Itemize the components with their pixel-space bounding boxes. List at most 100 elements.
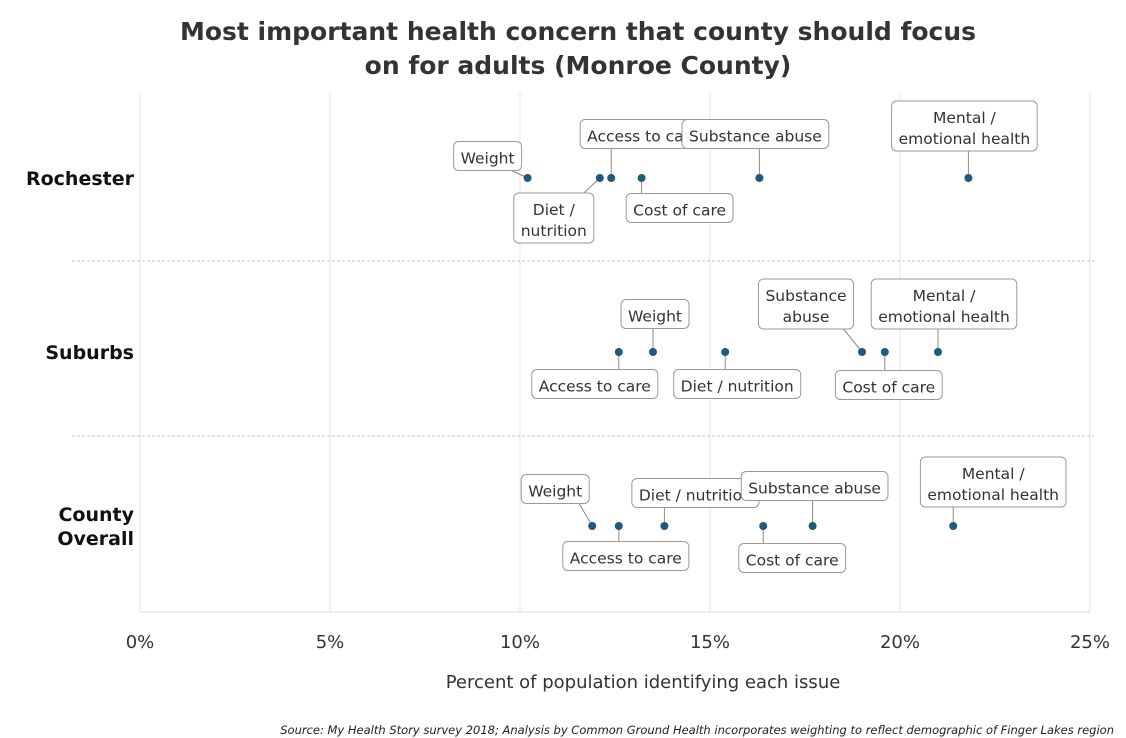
callout-box xyxy=(520,474,590,504)
callout: Weight xyxy=(453,141,523,171)
data-point xyxy=(949,522,958,530)
callout-box xyxy=(681,119,830,149)
callout-label: Mental / xyxy=(933,109,997,127)
callout-label: Weight xyxy=(528,483,582,501)
callout: Weight xyxy=(620,299,690,329)
callout-label: Access to care xyxy=(570,550,682,568)
callout: Substance abuse xyxy=(757,278,855,330)
callout: Access to care xyxy=(579,119,707,149)
data-point xyxy=(649,348,657,356)
row-label: County xyxy=(58,504,134,526)
callout-box xyxy=(625,193,734,223)
x-tick-label: 5% xyxy=(316,632,345,653)
callout: Cost of care xyxy=(834,370,943,400)
callout-leader xyxy=(843,328,863,353)
callout-label: emotional health xyxy=(927,486,1059,504)
callout: Diet / nutrition xyxy=(513,192,595,244)
callout-label: Weight xyxy=(628,308,682,326)
callout-label: Substance xyxy=(765,287,846,305)
data-point xyxy=(614,348,623,356)
callout: Mental / emotional health xyxy=(870,278,1018,330)
callout-label: Substance abuse xyxy=(748,480,881,498)
gridlines xyxy=(139,92,1091,613)
data-points xyxy=(523,174,973,530)
chart-title-line-1: Most important health concern that count… xyxy=(180,17,976,46)
data-point xyxy=(721,348,730,356)
callout-label: Cost of care xyxy=(842,379,935,397)
callout-box xyxy=(453,141,523,171)
callout: Access to care xyxy=(562,541,690,571)
chart-title-line-2: on for adults (Monroe County) xyxy=(365,51,792,80)
x-tick-label: 15% xyxy=(690,632,730,653)
callout: Access to care xyxy=(531,369,659,399)
callout-box xyxy=(919,456,1067,508)
callout: Weight xyxy=(520,474,590,504)
data-point xyxy=(934,348,942,356)
callout-box xyxy=(870,278,1018,330)
callout-label: Mental / xyxy=(962,465,1026,483)
x-tick-label: 20% xyxy=(880,632,920,653)
callout-box xyxy=(531,369,659,399)
callout: Substance abuse xyxy=(681,119,830,149)
callout-box xyxy=(891,100,1038,152)
data-point xyxy=(607,174,616,182)
data-point xyxy=(637,174,646,182)
callout-label: Access to care xyxy=(539,378,651,396)
callout-label: Diet / xyxy=(533,201,576,219)
source-note: Source: My Health Story survey 2018; Ana… xyxy=(280,723,1114,737)
callout: Substance abuse xyxy=(740,471,889,501)
data-point xyxy=(523,174,532,182)
callout-box xyxy=(620,299,690,329)
callout-box xyxy=(757,278,855,330)
callout-label: Cost of care xyxy=(633,202,726,220)
callout-box xyxy=(673,369,802,399)
callout-box xyxy=(740,471,889,501)
x-tick-label: 25% xyxy=(1070,632,1110,653)
callout-box xyxy=(834,370,943,400)
data-point xyxy=(614,522,623,530)
callout: Mental / emotional health xyxy=(891,100,1038,152)
row-label: Overall xyxy=(57,528,134,550)
callout-label: Access to care xyxy=(587,128,699,146)
callout-box xyxy=(513,192,595,244)
data-point xyxy=(858,348,866,356)
callout-label: emotional health xyxy=(899,130,1031,148)
row-label: Suburbs xyxy=(45,342,134,364)
callout: Diet / nutrition xyxy=(673,369,802,399)
data-point xyxy=(759,522,768,530)
callout: Diet / nutrition xyxy=(631,478,760,508)
chart-title: Most important health concern that count… xyxy=(180,17,976,80)
callout: Mental / emotional health xyxy=(919,456,1067,508)
x-axis-title: Percent of population identifying each i… xyxy=(446,672,841,693)
callout-label: Weight xyxy=(461,150,515,168)
data-point xyxy=(964,174,973,182)
x-tick-label: 10% xyxy=(500,632,540,653)
row-separators xyxy=(72,260,1094,437)
callout-label: abuse xyxy=(783,308,830,326)
callout-box xyxy=(562,541,690,571)
x-tick-label: 0% xyxy=(126,632,155,653)
callout-label: Mental / xyxy=(913,287,977,305)
callout-label: Diet / nutrition xyxy=(639,487,752,505)
callout-label: emotional health xyxy=(878,308,1010,326)
callouts: Weight Diet / nutrition Access to care Cost … xyxy=(453,100,1067,573)
data-point xyxy=(588,522,597,530)
data-point xyxy=(755,174,764,182)
callout-leader xyxy=(578,503,593,527)
callout: Cost of care xyxy=(738,543,847,573)
data-point xyxy=(660,522,669,530)
data-point xyxy=(595,174,604,182)
callout-label: Cost of care xyxy=(746,552,839,570)
callout-label: nutrition xyxy=(521,222,587,240)
data-point xyxy=(808,522,817,530)
row-label: Rochester xyxy=(26,168,135,190)
callout-label: Substance abuse xyxy=(689,128,822,146)
data-point xyxy=(880,348,889,356)
callout-box xyxy=(738,543,847,573)
callout-label: Diet / nutrition xyxy=(681,378,794,396)
callout: Cost of care xyxy=(625,193,734,223)
x-tick-labels: 0% 5% 10% 15% 20% 25% xyxy=(126,632,1110,653)
